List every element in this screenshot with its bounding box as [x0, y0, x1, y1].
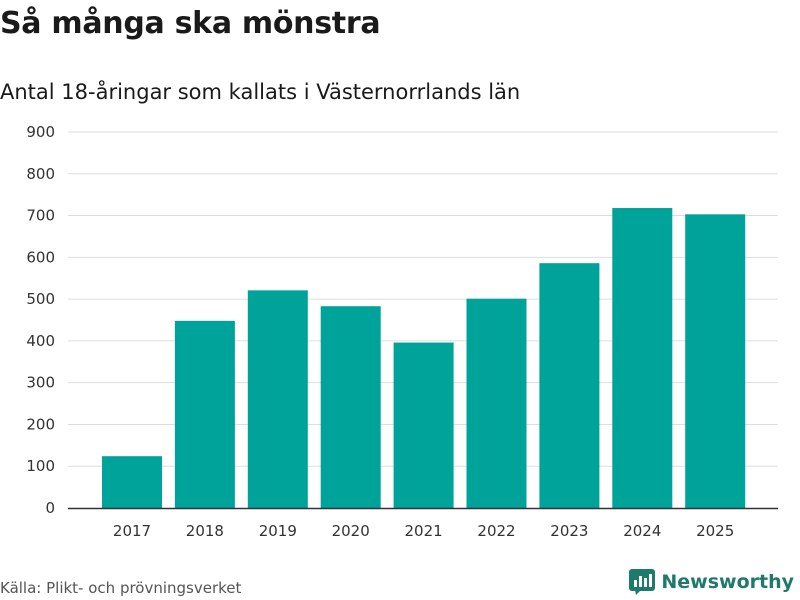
y-tick-label: 200	[26, 415, 55, 433]
source-note: Källa: Plikt- och prövningsverket	[0, 579, 242, 597]
y-tick-label: 800	[26, 165, 55, 183]
y-tick-label: 600	[26, 248, 55, 266]
x-tick-label: 2021	[405, 522, 443, 540]
y-tick-label: 300	[26, 374, 55, 392]
x-tick-label: 2024	[623, 522, 661, 540]
y-tick-label: 900	[26, 123, 55, 141]
x-tick-label: 2025	[696, 522, 734, 540]
x-tick-label: 2020	[332, 522, 370, 540]
y-tick-label: 400	[26, 332, 55, 350]
bar-2022[interactable]	[466, 298, 527, 508]
bar-2024[interactable]	[612, 208, 673, 508]
x-tick-label: 2023	[550, 522, 588, 540]
x-tick-label: 2017	[113, 522, 151, 540]
bar-2025[interactable]	[685, 214, 746, 508]
x-tick-label: 2018	[186, 522, 224, 540]
y-tick-label: 0	[45, 499, 55, 517]
bar-2023[interactable]	[539, 263, 600, 508]
x-axis-ticks: 2017 2018 2019 2020 2021 2022 2023 2024 2025	[113, 522, 734, 540]
bar-chart-logo-icon	[629, 569, 656, 595]
y-tick-label: 500	[26, 290, 55, 308]
bar-2017[interactable]	[102, 456, 162, 508]
chart-title: Så många ska mönstra	[0, 6, 381, 41]
bar-2019[interactable]	[247, 290, 308, 508]
x-tick-label: 2022	[477, 522, 515, 540]
y-tick-label: 100	[26, 457, 55, 475]
y-tick-label: 700	[26, 207, 55, 225]
bar-2020[interactable]	[320, 306, 381, 508]
brand-name: Newsworthy	[661, 571, 794, 593]
brand-logo: Newsworthy	[629, 569, 794, 595]
x-tick-label: 2019	[259, 522, 297, 540]
bar-2021[interactable]	[393, 342, 454, 508]
bar-2018[interactable]	[174, 320, 235, 508]
bars	[102, 208, 746, 508]
y-axis-ticks: 0 100 200 300 400 500 600 700 800 900	[26, 123, 55, 517]
chart-subtitle: Antal 18-åringar som kallats i Västernor…	[0, 80, 521, 104]
